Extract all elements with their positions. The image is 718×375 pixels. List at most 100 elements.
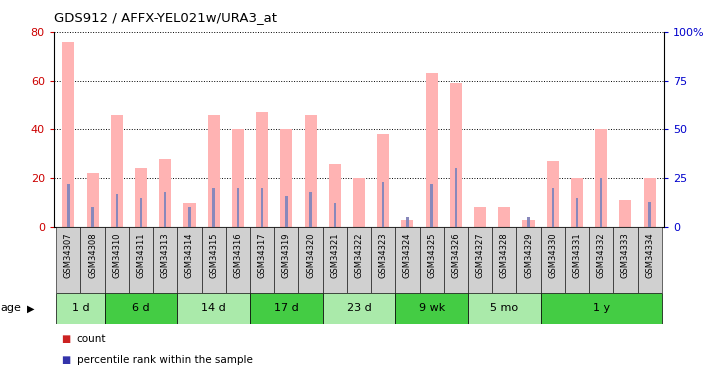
Text: GSM34321: GSM34321	[330, 232, 340, 278]
Text: GSM34331: GSM34331	[572, 232, 582, 278]
Bar	[468, 292, 541, 324]
Text: GSM34322: GSM34322	[355, 232, 363, 278]
Text: 1 d: 1 d	[72, 303, 89, 313]
Bar	[638, 227, 662, 292]
Bar	[225, 227, 250, 292]
Text: 5 mo: 5 mo	[490, 303, 518, 313]
Bar	[643, 178, 656, 227]
Bar	[382, 182, 384, 227]
Text: ▶: ▶	[27, 303, 34, 313]
Text: GSM34319: GSM34319	[282, 232, 291, 278]
Text: GSM34324: GSM34324	[403, 232, 412, 278]
Bar	[202, 227, 225, 292]
Bar	[250, 227, 274, 292]
Bar	[396, 227, 419, 292]
Bar	[523, 220, 535, 227]
Text: GSM34313: GSM34313	[161, 232, 169, 278]
Bar	[67, 184, 70, 227]
Bar	[474, 207, 486, 227]
Text: GSM34311: GSM34311	[136, 232, 146, 278]
Bar	[208, 115, 220, 227]
Bar	[237, 188, 239, 227]
Bar	[129, 227, 153, 292]
Bar	[322, 227, 347, 292]
Bar	[62, 42, 75, 227]
Bar	[111, 115, 123, 227]
Bar	[377, 134, 389, 227]
Bar	[334, 204, 336, 227]
Text: GSM34317: GSM34317	[258, 232, 266, 278]
Text: GSM34330: GSM34330	[549, 232, 557, 278]
Bar	[613, 227, 638, 292]
Bar	[595, 129, 607, 227]
Text: count: count	[77, 334, 106, 344]
Text: ■: ■	[61, 355, 70, 365]
Bar	[250, 292, 322, 324]
Bar	[256, 112, 269, 227]
Text: 9 wk: 9 wk	[419, 303, 444, 313]
Text: GSM34314: GSM34314	[185, 232, 194, 278]
Bar	[116, 194, 118, 227]
Bar	[159, 159, 172, 227]
Bar	[280, 129, 292, 227]
Bar	[140, 198, 142, 227]
Bar	[183, 202, 195, 227]
Bar	[232, 129, 244, 227]
Text: GSM34333: GSM34333	[621, 232, 630, 278]
Bar	[299, 227, 322, 292]
Bar	[87, 173, 98, 227]
Text: 1 y: 1 y	[592, 303, 610, 313]
Bar	[589, 227, 613, 292]
Text: ■: ■	[61, 334, 70, 344]
Bar	[468, 227, 493, 292]
Bar	[396, 292, 468, 324]
Text: 23 d: 23 d	[347, 303, 371, 313]
Bar	[274, 227, 299, 292]
Bar	[498, 207, 510, 227]
Bar	[309, 192, 312, 227]
Bar	[620, 200, 631, 227]
Bar	[91, 207, 94, 227]
Bar	[551, 188, 554, 227]
Text: GSM34315: GSM34315	[209, 232, 218, 278]
Text: GSM34307: GSM34307	[64, 232, 73, 278]
Bar	[546, 161, 559, 227]
Text: GSM34323: GSM34323	[378, 232, 388, 278]
Bar	[135, 168, 147, 227]
Bar	[177, 292, 250, 324]
Bar	[571, 178, 583, 227]
Bar	[105, 292, 177, 324]
Bar	[444, 227, 468, 292]
Bar	[285, 196, 287, 227]
Bar	[188, 207, 191, 227]
Bar	[493, 227, 516, 292]
Bar	[177, 227, 202, 292]
Bar	[153, 227, 177, 292]
Text: 6 d: 6 d	[132, 303, 150, 313]
Bar	[454, 168, 457, 227]
Text: GSM34334: GSM34334	[645, 232, 654, 278]
Bar	[261, 188, 264, 227]
Text: GSM34332: GSM34332	[597, 232, 606, 278]
Text: 17 d: 17 d	[274, 303, 299, 313]
Bar	[541, 292, 662, 324]
Bar	[541, 227, 565, 292]
Text: age: age	[1, 303, 22, 313]
Bar	[527, 217, 530, 227]
Text: GSM34328: GSM34328	[500, 232, 509, 278]
Bar	[329, 164, 341, 227]
Bar	[213, 188, 215, 227]
Bar	[648, 201, 651, 227]
Text: GSM34326: GSM34326	[452, 232, 460, 278]
Text: percentile rank within the sample: percentile rank within the sample	[77, 355, 253, 365]
Bar	[353, 178, 365, 227]
Bar	[426, 74, 438, 227]
Bar	[600, 178, 602, 227]
Bar	[401, 220, 414, 227]
Bar	[406, 217, 409, 227]
Text: GSM34316: GSM34316	[233, 232, 243, 278]
Text: GSM34320: GSM34320	[306, 232, 315, 278]
Text: 14 d: 14 d	[201, 303, 226, 313]
Bar	[164, 192, 167, 227]
Bar	[56, 292, 105, 324]
